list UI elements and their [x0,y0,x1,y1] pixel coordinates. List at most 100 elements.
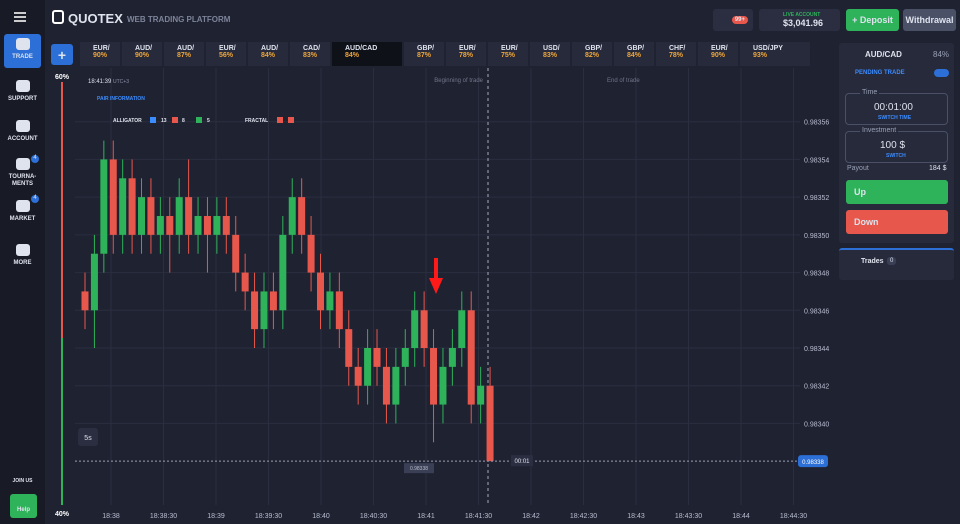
timeframe-button[interactable] [78,428,98,446]
asset-tab[interactable]: AUD/90% [122,42,162,66]
asset-tab[interactable]: USD/83% [530,42,570,66]
sidebar-item[interactable]: MORE [0,244,45,267]
sidebar-item[interactable]: SUPPORT [0,80,45,103]
menu-icon[interactable] [14,12,26,14]
candle-body [175,197,183,235]
indicator-alligator: ALLIGATOR [113,118,142,124]
asset-tab[interactable]: EUR/78% [446,42,486,66]
asset-payout: 75% [501,52,516,59]
y-tick-label: 0.98342 [804,384,829,391]
candle-body [251,291,259,330]
y-tick-label: 0.98354 [804,157,829,164]
asset-tab[interactable]: AUD/CAD 84% [332,42,402,66]
sidebar-label: TRADE [12,54,33,60]
candle-body [147,197,155,235]
badge: 4 [31,195,39,203]
candle-body [317,272,324,311]
help-button[interactable]: Help [10,494,37,518]
asset-tab[interactable]: USD/JPY 93% [740,42,810,66]
x-tick-label: 18:40:30 [360,513,387,520]
investment-value[interactable]: 100 $ [880,140,906,151]
add-asset[interactable]: + [51,44,73,65]
candle-body [260,291,268,330]
sidebar-icon [15,158,30,170]
asset-payout: 90% [135,52,150,59]
sidebar-icon [15,80,30,92]
y-tick-label: 0.98350 [804,233,829,240]
x-tick-label: 18:38:30 [150,513,177,520]
candle-body [185,197,193,235]
asset-tab[interactable]: EUR/90% [80,42,120,66]
sidebar-item[interactable]: TOURNA- MENTS [0,158,45,188]
sidebar-item[interactable]: MARKET [0,200,45,223]
cursor-label: 0.98338 [410,466,428,472]
account-switch[interactable]: LIVE ACCOUNT $3,041.96 [759,9,840,31]
withdrawal-button[interactable]: Withdrawal [903,9,956,31]
asset-tab[interactable]: EUR/56% [206,42,246,66]
notifications[interactable]: 99+ [713,9,753,31]
trades-tab[interactable]: Trades 0 [839,248,954,280]
sidebar-item[interactable]: ACCOUNT [0,120,45,143]
asset-payout: 87% [417,52,432,59]
asset-payout: 90% [93,52,108,59]
sidebar-item[interactable]: TRADE [0,38,45,61]
candle-body [269,291,277,311]
asset-payout: 78% [459,52,474,59]
candle-body [373,348,381,367]
candle-body [128,178,136,235]
x-tick-label: 18:42 [522,513,540,520]
pending-toggle[interactable] [934,69,949,77]
candle-body [430,348,438,405]
switch-time[interactable]: SWITCH TIME [878,115,912,121]
x-tick-label: 18:41 [417,513,435,520]
asset-tab[interactable]: CHF/78% [656,42,696,66]
asset-tab[interactable]: EUR/75% [488,42,528,66]
y-tick-label: 0.98346 [804,308,829,315]
sidebar: TRADE SUPPORT ACCOUNT TOURNA- MENTS MARKET MO… [0,0,45,524]
asset-tab[interactable]: GBP/84% [614,42,654,66]
candle-body [166,216,174,235]
sidebar-label: TOURNA- MENTS [8,174,37,187]
sidebar-icon [15,244,30,256]
candle-body [326,291,334,311]
candle-body [411,310,419,348]
asset-payout: 93% [753,52,768,59]
candle-body [420,310,428,348]
candle-body [90,253,98,311]
candle-body [458,310,466,348]
timer: 00:01 [514,459,530,465]
asset-tab[interactable]: AUD/84% [248,42,288,66]
payout-label: Payout [847,165,869,172]
sidebar-label: ACCOUNT [7,136,38,142]
asset-name: EUR/ [93,45,110,52]
timeframe: 5s [84,435,92,442]
down-button[interactable]: Down [846,210,948,234]
asset-tab[interactable]: GBP/82% [572,42,612,66]
asset-payout: 84% [261,52,276,59]
indicator-swatch [150,117,156,123]
asset-name: GBP/ [585,45,603,52]
y-tick-label: 0.98340 [804,421,829,428]
up-button[interactable]: Up [846,180,948,204]
candle-body [279,234,287,311]
candle-body [401,348,409,367]
candle-body [382,366,390,405]
asset-tab[interactable]: AUD/87% [164,42,204,66]
candle-body [119,178,127,235]
candle-body [203,216,211,235]
switch[interactable]: SWITCH [886,153,906,159]
asset-payout: 84% [627,52,642,59]
asset-tab[interactable]: CAD/83% [290,42,330,66]
pending-trade[interactable]: PENDING TRADE [855,70,905,76]
deposit-button[interactable]: + Deposit [846,9,899,31]
time-value[interactable]: 00:01:00 [874,102,913,113]
asset-tab[interactable]: EUR/90% [698,42,738,66]
x-tick-label: 18:44:30 [780,513,807,520]
join-us[interactable]: JOIN US [12,478,33,484]
cursor-label-bg [404,463,434,474]
candle-body [213,216,221,235]
candle-body [307,234,315,273]
asset-tab[interactable]: GBP/87% [404,42,444,66]
candle-body [335,291,343,330]
subtitle: WEB TRADING PLATFORM [127,15,231,24]
